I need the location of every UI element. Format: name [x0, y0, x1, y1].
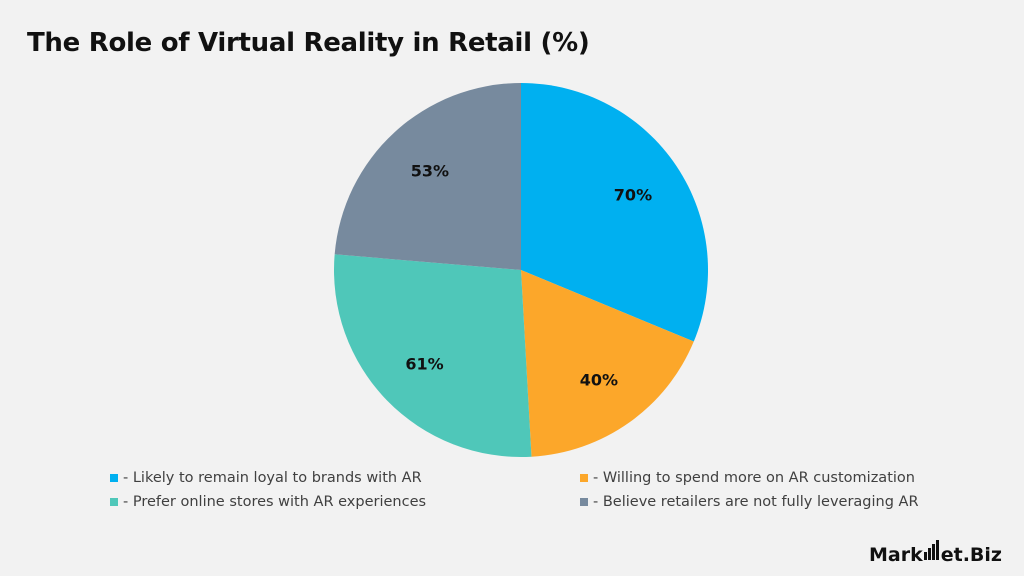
- data-label-not-leveraging: 53%: [411, 161, 449, 180]
- legend: - Likely to remain loyal to brands with …: [110, 470, 940, 510]
- pie-slice-spend-more: [521, 270, 694, 457]
- data-label-spend-more: 40%: [580, 370, 618, 389]
- legend-swatch-spend-more: [580, 474, 588, 482]
- pie-slices: [333, 82, 709, 458]
- legend-item-loyal: - Likely to remain loyal to brands with …: [110, 470, 580, 486]
- legend-item-prefer-online: - Prefer online stores with AR experienc…: [110, 494, 580, 510]
- bar-chart-icon: [923, 540, 940, 560]
- legend-item-spend-more: - Willing to spend more on AR customizat…: [580, 470, 940, 486]
- legend-swatch-prefer-online: [110, 498, 118, 506]
- legend-swatch-loyal: [110, 474, 118, 482]
- legend-swatch-not-leveraging: [580, 498, 588, 506]
- data-label-prefer-online: 61%: [405, 354, 443, 373]
- brand-text-left: Mark: [869, 544, 923, 566]
- pie-slice-prefer-online: [333, 254, 532, 458]
- brand-logo: Mark et.Biz: [869, 540, 1002, 566]
- legend-label-spend-more: - Willing to spend more on AR customizat…: [593, 470, 915, 486]
- legend-label-loyal: - Likely to remain loyal to brands with …: [123, 470, 422, 486]
- chart-title: The Role of Virtual Reality in Retail (%…: [27, 28, 590, 58]
- pie-slice-loyal: [521, 82, 709, 342]
- pie-slice-not-leveraging: [334, 83, 521, 270]
- legend-item-not-leveraging: - Believe retailers are not fully levera…: [580, 494, 940, 510]
- legend-label-prefer-online: - Prefer online stores with AR experienc…: [123, 494, 427, 510]
- legend-label-not-leveraging: - Believe retailers are not fully levera…: [593, 494, 919, 510]
- brand-text-right: et.Biz: [940, 544, 1002, 566]
- pie-data-labels: 70% 40% 61% 53%: [405, 161, 652, 389]
- data-label-loyal: 70%: [614, 186, 652, 205]
